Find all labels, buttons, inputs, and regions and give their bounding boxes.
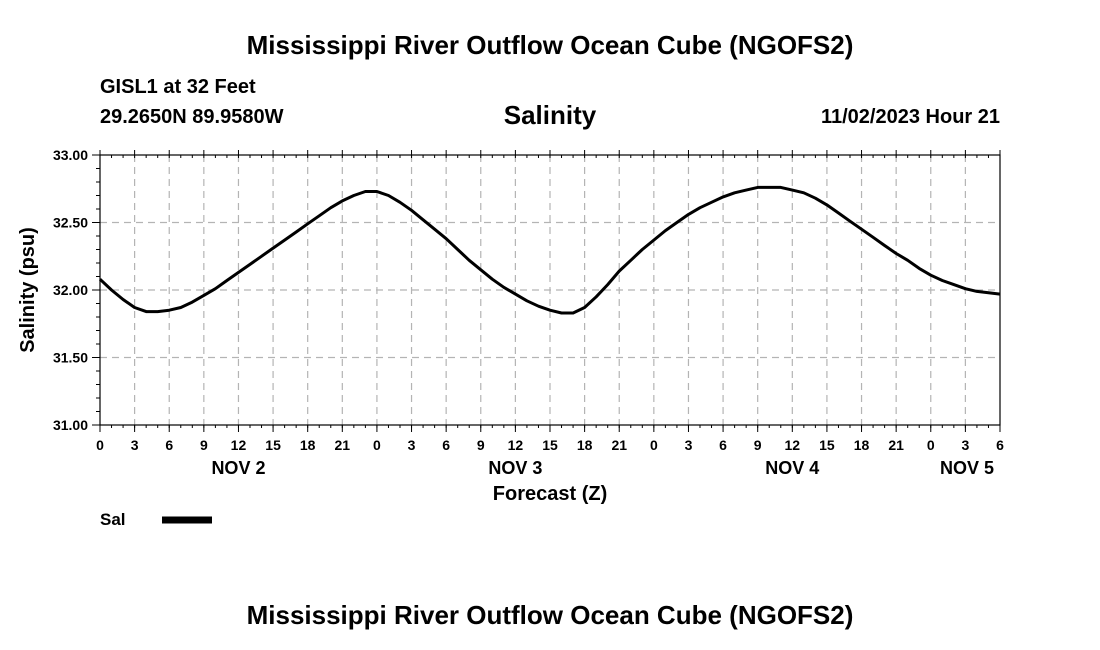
x-tick-label: 15 bbox=[542, 437, 558, 453]
x-tick-label: 12 bbox=[508, 437, 524, 453]
station-coordinates: 29.2650N 89.9580W bbox=[100, 106, 284, 128]
day-label: NOV 2 bbox=[211, 458, 265, 478]
y-tick-label: 31.50 bbox=[53, 350, 88, 366]
y-tick-label: 31.00 bbox=[53, 417, 88, 433]
x-tick-label: 15 bbox=[819, 437, 835, 453]
salinity-series-line bbox=[98, 185, 1001, 315]
x-tick-label: 3 bbox=[131, 437, 139, 453]
x-tick-label: 0 bbox=[650, 437, 658, 453]
x-tick-label: 3 bbox=[961, 437, 969, 453]
x-tick-label: 21 bbox=[335, 437, 351, 453]
legend-label: Sal bbox=[100, 510, 126, 529]
station-name: GISL1 at 32 Feet bbox=[100, 76, 256, 98]
forecast-datetime: 11/02/2023 Hour 21 bbox=[820, 106, 1000, 128]
day-labels: NOV 2 NOV 3 NOV 4 NOV 5 bbox=[211, 458, 994, 478]
x-tick-label: 6 bbox=[442, 437, 450, 453]
y-axis-label: Salinity (psu) bbox=[17, 227, 39, 353]
x-tick-label: 6 bbox=[165, 437, 173, 453]
footer-title: Mississippi River Outflow Ocean Cube (NG… bbox=[246, 600, 854, 630]
x-tick-label: 3 bbox=[408, 437, 416, 453]
x-tick-label: 12 bbox=[231, 437, 247, 453]
day-label: NOV 3 bbox=[488, 458, 542, 478]
x-tick-label: 3 bbox=[685, 437, 693, 453]
x-tick-label: 21 bbox=[888, 437, 904, 453]
x-tick-label: 0 bbox=[373, 437, 381, 453]
x-tick-label: 9 bbox=[754, 437, 762, 453]
x-tick-label: 21 bbox=[611, 437, 627, 453]
page-title: Mississippi River Outflow Ocean Cube (NG… bbox=[246, 30, 854, 60]
x-tick-label: 9 bbox=[477, 437, 485, 453]
x-tick-label: 15 bbox=[265, 437, 281, 453]
x-tick-label: 0 bbox=[927, 437, 935, 453]
x-tick-label: 0 bbox=[96, 437, 104, 453]
y-axis-tick-labels: 31.00 31.50 32.00 32.50 33.00 bbox=[53, 147, 88, 433]
x-tick-label: 18 bbox=[300, 437, 316, 453]
y-tick-label: 32.00 bbox=[53, 282, 88, 298]
salinity-chart: Salinity 31.00 31.50 32.00 32.50 33.00 0 3 6 9 1… bbox=[17, 100, 1004, 529]
grid bbox=[100, 155, 1000, 425]
x-tick-label: 18 bbox=[854, 437, 870, 453]
x-tick-label: 6 bbox=[996, 437, 1004, 453]
x-tick-label: 18 bbox=[577, 437, 593, 453]
x-axis-tick-labels: 0 3 6 9 12 15 18 21 0 3 6 9 12 15 18 21 0 3 6 9 12 15 18 21 0 3 6 bbox=[96, 437, 1004, 453]
axis-ticks bbox=[92, 150, 1001, 432]
y-tick-label: 33.00 bbox=[53, 147, 88, 163]
x-tick-label: 12 bbox=[785, 437, 801, 453]
y-tick-label: 32.50 bbox=[53, 215, 88, 231]
day-label: NOV 4 bbox=[765, 458, 819, 478]
x-tick-label: 6 bbox=[719, 437, 727, 453]
chart-title: Salinity bbox=[504, 100, 597, 130]
x-tick-label: 9 bbox=[200, 437, 208, 453]
x-axis-label: Forecast (Z) bbox=[493, 483, 607, 505]
day-label: NOV 5 bbox=[940, 458, 994, 478]
